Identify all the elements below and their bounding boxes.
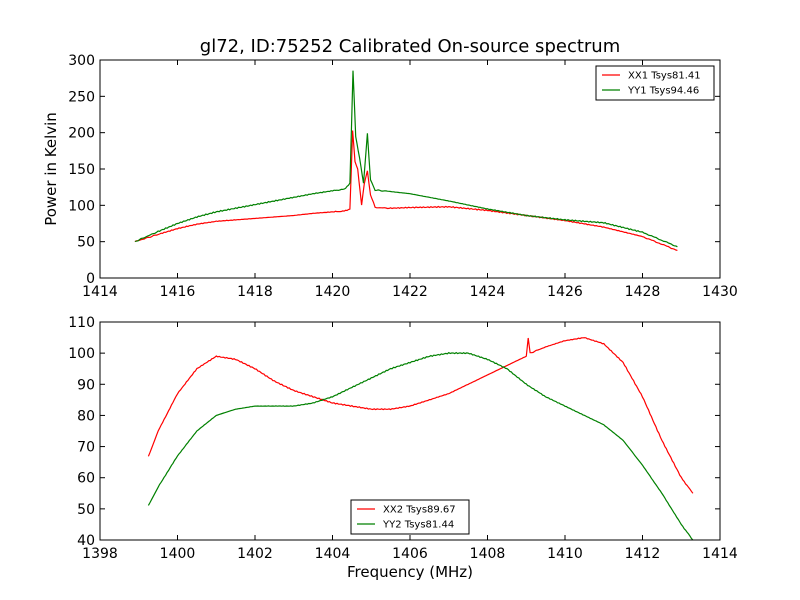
x-tick-label: 1406 xyxy=(392,546,428,562)
legend-entry-label: XX2 Tsys89.67 xyxy=(383,505,456,516)
x-axis-label: Frequency (MHz) xyxy=(347,563,473,581)
y-tick-label: 70 xyxy=(77,440,95,456)
x-tick-label: 1410 xyxy=(547,546,583,562)
chart-panel-2: 1398 1400 1402 1404 1406 1408 1410 1412 1414 40 50… xyxy=(68,315,738,581)
chart-title: gl72, ID:75252 Calibrated On-source spec… xyxy=(200,36,620,57)
y-tick-label: 0 xyxy=(86,271,95,287)
legend-entry-label: YY2 Tsys81.44 xyxy=(382,520,454,531)
series-line-yy2 xyxy=(147,351,694,541)
legend-box xyxy=(350,499,470,535)
y-tick-label: 40 xyxy=(77,533,95,549)
legend-box xyxy=(595,65,715,101)
y-tick-label: 110 xyxy=(68,315,95,331)
legend-entry-label: YY1 Tsys94.46 xyxy=(627,86,699,97)
x-tick-label: 1414 xyxy=(702,546,738,562)
legend: XX2 Tsys89.67 YY2 Tsys81.44 xyxy=(350,499,470,535)
y-axis-label: Power in Kelvin xyxy=(42,112,60,226)
x-tick-label: 1418 xyxy=(237,284,273,300)
x-tick-label: 1426 xyxy=(547,284,583,300)
y-tick-label: 100 xyxy=(68,346,95,362)
y-tick-label: 90 xyxy=(77,377,95,393)
x-tick-label: 1414 xyxy=(82,284,118,300)
y-tick-label: 60 xyxy=(77,471,95,487)
x-tick-label: 1422 xyxy=(392,284,428,300)
y-tick-label: 80 xyxy=(77,408,95,424)
y-tick-label: 150 xyxy=(68,162,95,178)
series-line-yy1 xyxy=(134,70,678,248)
chart-panel-1: 1414 1416 1418 1420 1422 1424 1426 1428 1430 0 50 1… xyxy=(42,36,738,300)
x-tick-label: 1416 xyxy=(160,284,196,300)
x-tick-label: 1400 xyxy=(160,546,196,562)
x-tick-label: 1420 xyxy=(315,284,351,300)
y-tick-label: 50 xyxy=(77,235,95,251)
legend: XX1 Tsys81.41 YY1 Tsys94.46 xyxy=(595,65,715,101)
y-tick-label: 300 xyxy=(68,53,95,69)
y-tick-label: 50 xyxy=(77,502,95,518)
y-tick-label: 100 xyxy=(68,198,95,214)
x-tick-label: 1408 xyxy=(470,546,506,562)
x-tick-label: 1398 xyxy=(82,546,118,562)
x-tick-label: 1412 xyxy=(625,546,661,562)
series-line-xx2 xyxy=(147,337,694,494)
x-tick-label: 1424 xyxy=(470,284,506,300)
legend-entry-label: XX1 Tsys81.41 xyxy=(628,71,701,82)
x-tick-label: 1428 xyxy=(625,284,661,300)
y-tick-label: 250 xyxy=(68,89,95,105)
x-tick-label: 1404 xyxy=(315,546,351,562)
series-line-xx1 xyxy=(134,130,678,251)
x-tick-label: 1430 xyxy=(702,284,738,300)
y-tick-label: 200 xyxy=(68,126,95,142)
x-tick-label: 1402 xyxy=(237,546,273,562)
